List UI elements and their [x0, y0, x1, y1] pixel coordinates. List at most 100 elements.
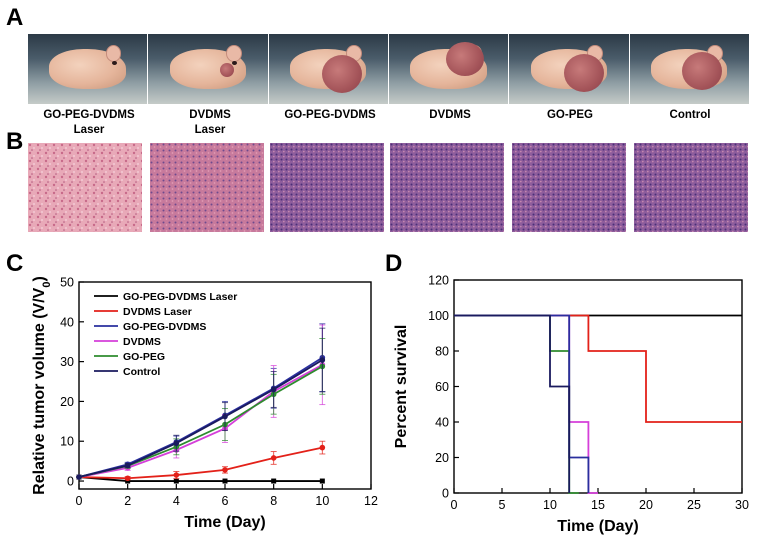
survival-step-line: [454, 314, 571, 493]
histology-image: [512, 143, 626, 232]
mouse-photo-row: [28, 34, 750, 104]
data-point: [124, 462, 131, 469]
y-axis-label: Percent survival: [393, 325, 410, 449]
data-point: [271, 478, 277, 484]
y-axis-label-subscript: 0: [41, 282, 53, 288]
data-point: [270, 455, 277, 461]
y-tick-label: 120: [428, 274, 449, 288]
x-tick-label: 10: [543, 498, 557, 512]
tumor-image: [446, 42, 485, 77]
legend-label: GO-PEG: [123, 351, 165, 363]
data-point: [222, 413, 228, 420]
survival-step-line: [454, 314, 579, 494]
series-line: [78, 359, 323, 478]
x-tick-label: 15: [591, 498, 605, 512]
data-point: [173, 440, 180, 447]
series-line: [78, 364, 323, 478]
panel-letter-c: C: [6, 250, 24, 277]
data-point: [76, 474, 82, 480]
y-tick-label: 0: [442, 487, 449, 501]
legend-label: GO-PEG-DVDMS Laser: [123, 291, 237, 303]
series-4: [76, 338, 326, 480]
survival-step-line: [454, 314, 598, 494]
x-tick-label: 0: [451, 498, 458, 512]
legend-label: Control: [123, 366, 160, 378]
data-point: [222, 478, 228, 484]
mouse-photo: [28, 34, 148, 104]
x-tick-label: 6: [222, 494, 229, 508]
series-line: [78, 446, 323, 480]
histology-image: [270, 143, 384, 232]
tumor-image: [682, 52, 723, 91]
x-tick-label: 12: [364, 494, 378, 508]
data-point: [173, 478, 179, 484]
mouse-image: [169, 44, 247, 89]
x-axis-label: Time (Day): [184, 514, 266, 531]
y-axis-label: Relative tumor volume (V/V0): [31, 276, 53, 495]
data-point: [319, 444, 326, 451]
group-label: DVDMS: [429, 109, 471, 121]
histology-image: [28, 143, 142, 232]
y-tick-label: 10: [60, 435, 74, 449]
y-axis-label-tail: ): [31, 276, 48, 281]
histology-image: [150, 143, 264, 232]
y-tick-label: 20: [60, 395, 74, 409]
survival-step-line: [454, 314, 742, 423]
x-tick-label: 8: [270, 494, 277, 508]
survival-step-line: [454, 314, 590, 493]
histology-image: [634, 143, 748, 232]
series-line: [78, 356, 323, 478]
tumor-image: [564, 53, 605, 92]
x-tick-label: 0: [76, 494, 83, 508]
y-tick-label: 30: [60, 355, 74, 369]
y-tick-label: 20: [435, 451, 449, 465]
legend-label: DVDMS Laser: [123, 306, 192, 318]
series-3: [76, 324, 326, 480]
mouse-image: [49, 44, 126, 89]
group-label: Control: [669, 109, 711, 121]
histology-image: [390, 143, 504, 232]
mouse-photo: [268, 34, 388, 104]
group-label: GO-PEG-DVDMS: [284, 109, 376, 121]
tumor-image: [322, 55, 363, 93]
data-point: [319, 478, 325, 484]
panel-letter-a: A: [6, 4, 24, 31]
data-point: [222, 467, 228, 473]
group-label: GO-PEG: [546, 109, 593, 121]
x-tick-label: 10: [315, 494, 329, 508]
series-line: [78, 476, 323, 482]
legend-label: DVDMS: [123, 336, 161, 348]
plot-frame: [453, 279, 743, 494]
x-tick-label: 30: [735, 498, 749, 512]
y-tick-label: 50: [60, 276, 74, 290]
data-point: [173, 472, 180, 478]
data-point: [270, 386, 277, 393]
legend: GO-PEG-DVDMS Laser DVDMS Laser GO-PEG-DVDM…: [94, 291, 237, 378]
y-tick-label: 40: [60, 315, 74, 329]
tumor-image: [219, 63, 234, 78]
x-tick-label: 20: [639, 498, 653, 512]
panel-letter-b: B: [6, 128, 24, 155]
x-axis-label: Time (Day): [557, 518, 639, 535]
x-tick-label: 5: [499, 498, 506, 512]
x-tick-label: 4: [173, 494, 180, 508]
group-label: DVDMS Laser: [189, 109, 231, 136]
survival-chart: 0 5 10 15 20 25 30 0 20 40 60 80 100 120 Time (Day) Per…: [393, 274, 749, 536]
tumor-volume-chart: 0 2 4 6 8 10 12 0 10 20 30 40 50 Time (Day) Relative t…: [31, 276, 378, 532]
series-5: [76, 327, 326, 480]
mouse-photo: [629, 34, 749, 104]
mouse-photo: [388, 34, 509, 104]
y-tick-label: 40: [435, 416, 449, 430]
legend-label: GO-PEG-DVDMS: [123, 321, 206, 333]
y-tick-label: 80: [435, 345, 449, 359]
data-point: [124, 475, 131, 482]
y-tick-label: 60: [435, 380, 449, 394]
series-2: [76, 323, 326, 480]
mouse-photo: [509, 34, 629, 104]
series-1: [76, 440, 326, 482]
group-label: GO-PEG-DVDMS Laser: [43, 109, 135, 136]
x-tick-label: 25: [687, 498, 701, 512]
x-tick-label: 2: [124, 494, 131, 508]
panel-letter-d: D: [385, 250, 403, 277]
data-point: [319, 357, 326, 363]
